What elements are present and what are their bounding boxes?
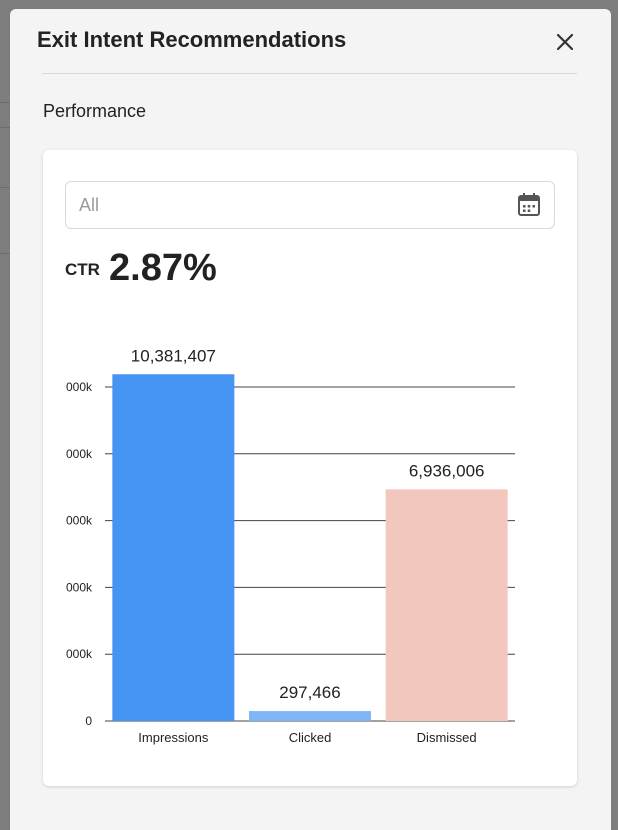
ctr-value: 2.87%	[109, 247, 217, 289]
x-tick-label: Clicked	[289, 730, 332, 745]
background-divider	[0, 187, 10, 188]
title-divider	[42, 73, 577, 74]
x-tick-label: Impressions	[138, 730, 209, 745]
ctr-label: CTR	[65, 260, 100, 279]
y-tick-label: 000k	[66, 580, 93, 594]
y-tick-label: 000k	[66, 447, 93, 461]
x-tick-label: Dismissed	[417, 730, 477, 745]
y-tick-label: 0	[85, 714, 92, 728]
bar-dismissed	[385, 489, 508, 721]
modal-title: Exit Intent Recommendations	[37, 27, 347, 52]
bar-clicked	[249, 711, 371, 721]
close-icon	[556, 33, 574, 51]
y-tick-label: 000k	[66, 514, 93, 528]
background-divider	[0, 253, 10, 254]
background-divider	[0, 127, 10, 128]
y-tick-label: 000k	[66, 647, 93, 661]
y-tick-label: 000k	[66, 380, 93, 394]
performance-bar-chart: 0 000k 000k 000k 000k 000k 10,381,407 Impressio…	[66, 346, 515, 745]
bar-impressions	[112, 374, 235, 721]
recommendations-modal: Exit Intent Recommendations Performance …	[10, 9, 611, 830]
section-label: Performance	[43, 101, 147, 121]
data-label: 10,381,407	[131, 346, 216, 365]
calendar-icon[interactable]	[517, 192, 541, 218]
performance-card: 0 000k 000k 000k 000k 000k 10,381,407 Impressio…	[43, 150, 577, 786]
date-range-value: All	[79, 195, 100, 215]
background-divider	[0, 102, 10, 103]
data-label: 6,936,006	[409, 461, 485, 480]
date-range-input[interactable]: All	[65, 181, 555, 229]
data-label: 297,466	[279, 683, 340, 702]
close-button[interactable]	[553, 30, 577, 54]
